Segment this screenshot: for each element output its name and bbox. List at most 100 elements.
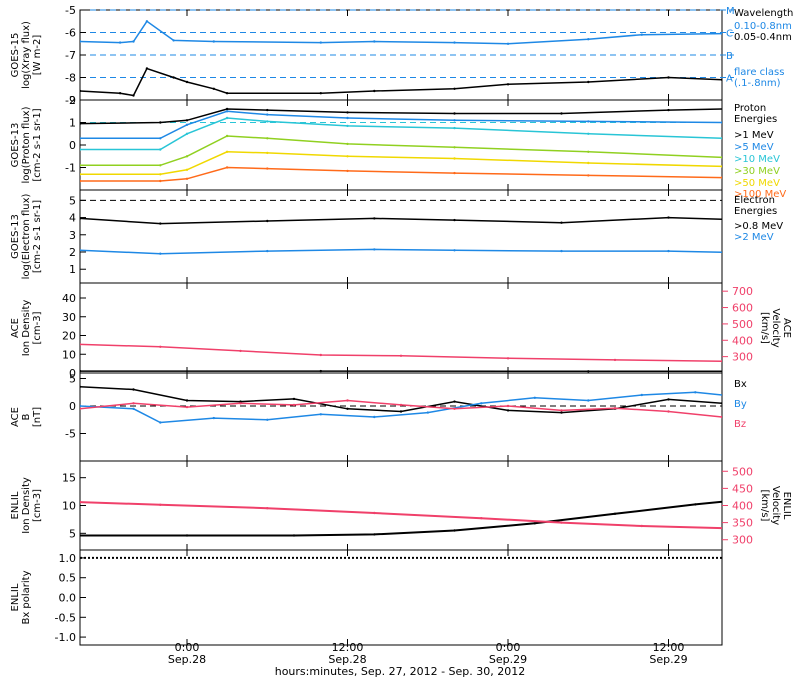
- data-point: [159, 164, 162, 167]
- data-point: [399, 410, 403, 413]
- data-point: [720, 402, 722, 405]
- y-right-axis-label: ENLILVelocity[km/s]: [759, 486, 792, 525]
- data-point: [453, 126, 456, 130]
- data-point: [373, 40, 376, 43]
- y-tick-label: 2: [69, 94, 76, 107]
- data-point: [292, 534, 296, 537]
- data-point: [132, 40, 135, 43]
- data-point: [720, 78, 722, 81]
- legend-label: flare class: [734, 67, 784, 78]
- series-group: [80, 107, 776, 183]
- x-tick-date-label: Sep.28: [328, 653, 366, 666]
- y-right-label-line: Velocity: [770, 308, 781, 347]
- series-line: [80, 343, 722, 362]
- y-label-line: [cm-2 s-1 sr-1]: [32, 108, 43, 181]
- x-tick-time-label: 0:00: [175, 641, 200, 654]
- y-tick-label: 20: [62, 330, 76, 343]
- data-point: [720, 176, 722, 179]
- legend-label: >2 MeV: [734, 232, 774, 243]
- data-point: [720, 360, 722, 363]
- data-point: [346, 124, 349, 128]
- data-point: [346, 169, 349, 173]
- data-point: [453, 249, 456, 252]
- series-line: [80, 386, 722, 414]
- data-point: [239, 349, 242, 353]
- data-point: [774, 107, 776, 109]
- y-label-line: Ion Density: [21, 477, 32, 534]
- data-point: [80, 179, 82, 183]
- data-point: [667, 216, 670, 219]
- y-label-line: ENLIL: [10, 583, 21, 611]
- data-point: [225, 110, 229, 113]
- data-point: [266, 120, 269, 123]
- data-point: [346, 116, 349, 120]
- panel-enlil-polarity: 1.0 0.5 0.0 -0.5 -1.0 ENLILBx polarity: [10, 549, 723, 646]
- data-point: [132, 94, 135, 97]
- data-point: [225, 107, 229, 111]
- data-point: [80, 122, 82, 125]
- data-point: [159, 121, 162, 124]
- data-point: [266, 108, 269, 112]
- data-point: [266, 249, 269, 253]
- panel-enlil-plasma: 15105500450400350300ENLILVelocity[km/s]E…: [10, 460, 792, 551]
- data-point: [587, 370, 590, 373]
- y-tick-label: 10: [62, 348, 76, 361]
- data-point: [373, 511, 376, 515]
- legend-label: (.1-.8nm): [734, 78, 781, 89]
- y-right-axis-label: ACEVelocity[km/s]: [759, 308, 792, 347]
- series-line: [80, 501, 722, 530]
- data-point: [319, 369, 322, 373]
- data-point: [613, 358, 617, 362]
- y-label-line: ACE: [10, 318, 21, 338]
- data-point: [426, 411, 429, 414]
- y-label-line: ACE: [10, 407, 21, 427]
- flare-class-label: C: [726, 29, 733, 40]
- y-label-line: Ion Density: [21, 300, 32, 357]
- data-point: [145, 20, 149, 23]
- data-point: [453, 87, 456, 91]
- x-axis-label: hours:minutes, Sep. 27, 2012 - Sep. 30, …: [275, 665, 526, 678]
- y-tick-label: 0.5: [59, 572, 77, 585]
- y-axis-label: GOES-13log(Electron flux)[cm-2 s-1 sr-1]: [10, 194, 43, 280]
- data-point: [453, 407, 456, 410]
- series-group: [80, 216, 722, 255]
- legend-label: >30 MeV: [734, 166, 780, 177]
- y-tick-label: 5: [69, 527, 76, 540]
- series-group: [80, 385, 750, 424]
- data-point: [159, 148, 162, 151]
- x-tick-time-label: 0:00: [496, 641, 521, 654]
- data-point: [748, 397, 750, 399]
- data-point: [80, 89, 82, 93]
- data-point: [292, 403, 296, 407]
- data-point: [560, 521, 563, 524]
- data-point: [185, 119, 189, 122]
- x-tick-date-label: Sep.28: [168, 653, 206, 666]
- legend-label: Energies: [734, 206, 777, 217]
- data-point: [266, 418, 269, 421]
- data-point: [667, 76, 670, 79]
- legend-label: By: [734, 399, 747, 410]
- data-point: [132, 388, 135, 391]
- data-point: [533, 522, 536, 525]
- series-line: [80, 135, 722, 167]
- y-axis-label: ACEIon Density[cm-3]: [10, 300, 43, 357]
- series-line: [80, 117, 722, 151]
- data-point: [560, 249, 563, 253]
- y-axis-label: GOES-15log(Xray flux)[W m-2]: [10, 21, 43, 89]
- data-point: [185, 155, 189, 158]
- y-tick-label: 5: [69, 373, 76, 386]
- series-group: [80, 556, 722, 560]
- data-point: [613, 512, 617, 515]
- y-label-line: [nT]: [32, 407, 43, 427]
- data-point: [453, 400, 456, 403]
- data-point: [720, 121, 722, 124]
- series-line: [80, 67, 722, 97]
- data-point: [80, 217, 82, 220]
- data-point: [453, 171, 456, 175]
- data-point: [720, 165, 722, 168]
- data-point: [172, 76, 175, 79]
- legend-label: >1 MeV: [734, 130, 774, 141]
- data-point: [720, 32, 722, 35]
- y-tick-label: -7: [65, 49, 76, 62]
